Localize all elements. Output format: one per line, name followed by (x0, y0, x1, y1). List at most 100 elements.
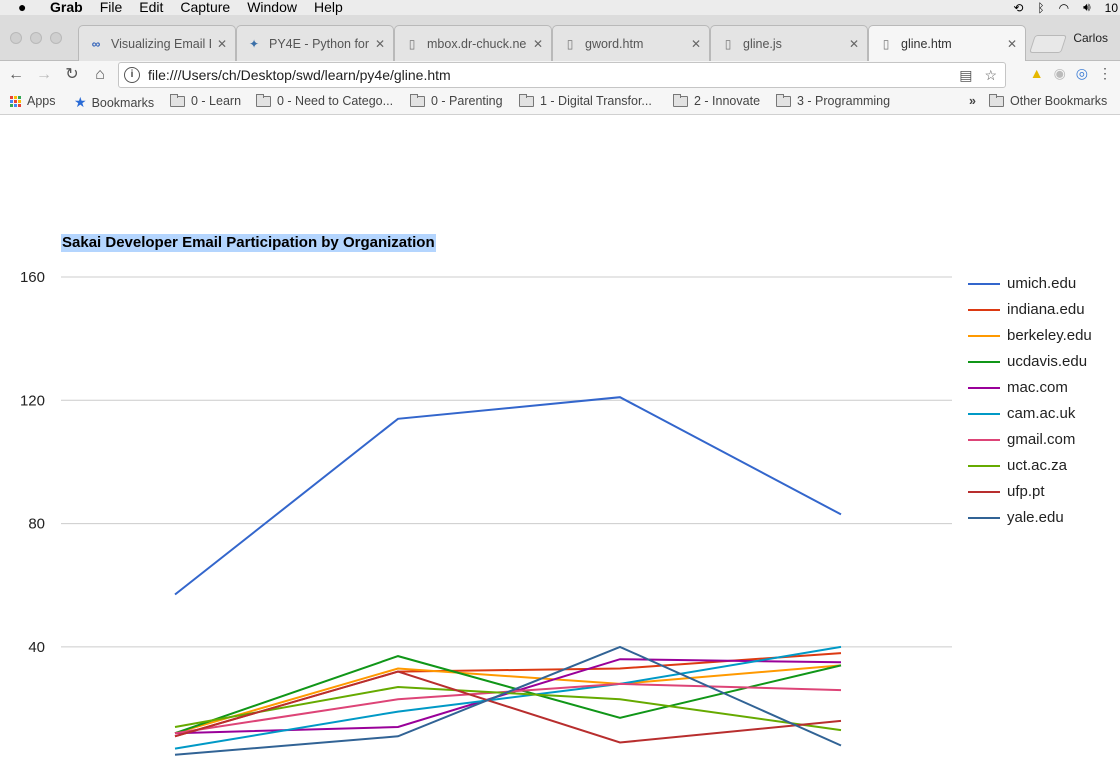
menu-window[interactable]: Window (247, 0, 297, 15)
series-line-umich-edu[interactable] (174, 396, 842, 596)
series-line-yale-edu[interactable] (174, 645, 842, 756)
volume-icon[interactable]: 🔊︎ (1083, 0, 1091, 14)
close-tab-icon[interactable]: ✕ (216, 36, 227, 51)
series-line-ufp-pt[interactable] (174, 670, 842, 744)
address-bar[interactable]: i file:///Users/ch/Desktop/swd/learn/py4… (118, 62, 1006, 88)
folder-icon (776, 93, 791, 107)
menu-help[interactable]: Help (313, 0, 343, 15)
close-tab-icon[interactable]: ✕ (374, 36, 385, 51)
legend-label: mac.com (1007, 379, 1068, 396)
bookmarks-overflow-button[interactable]: » (969, 94, 976, 108)
menu-edit[interactable]: Edit (139, 0, 164, 15)
y-tick-label: 160 (20, 269, 45, 286)
folder-icon (673, 93, 688, 107)
reload-icon[interactable]: ↻ (65, 66, 79, 83)
window-controls (10, 32, 62, 44)
apple-icon[interactable]: ● (18, 0, 27, 15)
menu-app-name[interactable]: Grab (50, 0, 83, 15)
back-arrow-icon[interactable]: ← (8, 66, 24, 83)
drive-icon[interactable]: ▲ (1029, 65, 1044, 81)
y-tick-label: 40 (28, 639, 45, 656)
bookmark-star-icon[interactable]: ☆ (984, 66, 997, 83)
series-line-ucdavis-edu[interactable] (174, 655, 842, 735)
bookmark-folder-digital-transformation[interactable]: 1 - Digital Transfor... (519, 93, 652, 108)
series-line-berkeley-edu[interactable] (174, 664, 842, 735)
apps-grid-icon (10, 95, 21, 107)
series-line-uct-ac-za[interactable] (174, 685, 842, 732)
legend-item-ufp-pt[interactable]: ufp.pt (968, 483, 1045, 500)
legend-item-uct-ac-za[interactable]: uct.ac.za (968, 457, 1067, 474)
legend-item-berkeley-edu[interactable]: berkeley.edu (968, 327, 1092, 344)
legend-item-cam-ac-uk[interactable]: cam.ac.uk (968, 405, 1075, 422)
home-icon[interactable]: ⌂ (95, 66, 105, 83)
tab-gline-js[interactable]: ▯ gline.js ✕ (710, 25, 868, 61)
line-chart: 40 80 120 160 (20, 269, 952, 756)
chart-title: Sakai Developer Email Participation by O… (61, 234, 436, 252)
legend-item-umich-edu[interactable]: umich.edu (968, 275, 1076, 292)
menu-capture[interactable]: Capture (180, 0, 231, 15)
legend-label: ufp.pt (1007, 483, 1045, 500)
page-icon: ▯ (408, 36, 416, 51)
close-tab-icon[interactable]: ✕ (690, 36, 701, 51)
close-tab-icon[interactable]: ✕ (848, 36, 859, 51)
legend-swatch (968, 386, 1000, 389)
legend-item-yale-edu[interactable]: yale.edu (968, 509, 1064, 526)
legend-item-indiana-edu[interactable]: indiana.edu (968, 301, 1085, 318)
forward-arrow-icon[interactable]: → (36, 66, 52, 83)
page-content: 40 80 120 160 Sakai Developer Email Partici… (0, 116, 1120, 763)
extension-icon[interactable]: ◉ (1053, 65, 1066, 81)
bookmark-bookmarks[interactable]: ★ Bookmarks (74, 94, 155, 110)
bookmark-other-bookmarks[interactable]: Other Bookmarks (989, 93, 1107, 108)
y-tick-label: 80 (28, 516, 45, 533)
zoom-window-button[interactable] (50, 32, 62, 44)
series-line-indiana-edu[interactable] (174, 652, 842, 738)
menu-dots-icon[interactable]: ⋮ (1098, 65, 1112, 81)
tab-py4e[interactable]: ✦ PY4E - Python for ✕ (236, 25, 394, 61)
translate-icon[interactable]: ▤ (959, 66, 973, 83)
page-icon: ▯ (882, 37, 890, 51)
legend-item-mac-com[interactable]: mac.com (968, 379, 1068, 396)
menu-file[interactable]: File (99, 0, 123, 15)
sync-icon[interactable]: ◎ (1075, 65, 1088, 81)
legend-swatch (968, 464, 1000, 467)
tab-gline-htm[interactable]: ▯ gline.htm ✕ (868, 25, 1026, 62)
folder-icon (519, 93, 534, 107)
url-text[interactable]: file:///Users/ch/Desktop/swd/learn/py4e/… (148, 67, 451, 83)
time-machine-icon[interactable]: ⟲ (1013, 0, 1024, 15)
legend-item-gmail-com[interactable]: gmail.com (968, 431, 1075, 448)
legend-swatch (968, 412, 1000, 415)
tab-visualizing-email[interactable]: ∞ Visualizing Email D ✕ (78, 25, 236, 61)
legend-swatch (968, 334, 1000, 337)
bookmark-folder-need-to-categorize[interactable]: 0 - Need to Catego... (256, 93, 393, 108)
folder-icon (989, 93, 1004, 107)
python-icon: ✦ (248, 36, 260, 51)
legend-item-ucdavis-edu[interactable]: ucdavis.edu (968, 353, 1087, 370)
legend-label: yale.edu (1007, 509, 1064, 526)
bookmark-folder-learn[interactable]: 0 - Learn (170, 93, 241, 108)
legend-swatch (968, 438, 1000, 441)
bookmark-folder-parenting[interactable]: 0 - Parenting (410, 93, 503, 108)
legend-swatch (968, 282, 1000, 285)
bluetooth-icon[interactable]: ᛒ (1037, 0, 1045, 15)
profile-name[interactable]: Carlos (1073, 31, 1108, 45)
new-tab-button[interactable] (1029, 35, 1067, 53)
page-icon: ▯ (724, 36, 732, 51)
legend-swatch (968, 360, 1000, 363)
series-line-cam-ac-uk[interactable] (174, 645, 842, 750)
tab-strip: ∞ Visualizing Email D ✕ ✦ PY4E - Python … (0, 15, 1120, 62)
minimize-window-button[interactable] (30, 32, 42, 44)
menu-bar: ● Grab File Edit Capture Window Help ⟲ ᛒ… (0, 0, 1120, 15)
infinity-icon: ∞ (91, 36, 101, 51)
wifi-icon[interactable]: ◠ (1058, 0, 1070, 15)
close-window-button[interactable] (10, 32, 22, 44)
close-tab-icon[interactable]: ✕ (532, 36, 543, 51)
bookmark-folder-programming[interactable]: 3 - Programming (776, 93, 890, 108)
tab-gword[interactable]: ▯ gword.htm ✕ (552, 25, 710, 61)
bookmark-apps[interactable]: Apps (10, 94, 56, 108)
menu-clock[interactable]: 10 (1104, 0, 1118, 15)
info-icon[interactable]: i (124, 67, 140, 83)
close-tab-icon[interactable]: ✕ (1006, 37, 1017, 51)
tab-mbox[interactable]: ▯ mbox.dr-chuck.ne ✕ (394, 25, 552, 61)
bookmark-folder-innovate[interactable]: 2 - Innovate (673, 93, 760, 108)
